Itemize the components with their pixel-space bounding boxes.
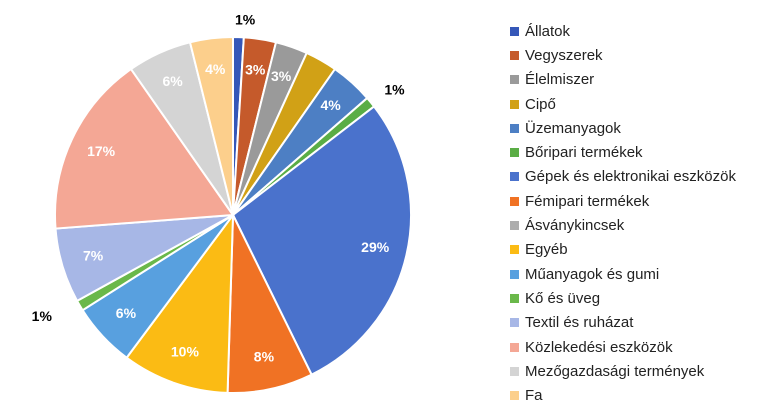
legend-label: Műanyagok és gumi — [525, 265, 660, 283]
slice-label-15: 4% — [205, 61, 226, 77]
legend-label: Közlekedési eszközök — [525, 338, 673, 356]
legend-item: Cipő — [510, 92, 736, 116]
legend-item: Fa — [510, 383, 736, 407]
legend-label: Kő és üveg — [525, 289, 601, 307]
slice-label-1: 3% — [245, 61, 266, 77]
pie-labels: 1% 3% 3% 4% 1% 29% 8% 10% 6% 1% 7% 17% 6% 4% — [32, 11, 405, 364]
legend-label: Fa — [525, 387, 543, 405]
slice-label-12: 7% — [83, 247, 104, 263]
legend-label: Ásványkincsek — [525, 217, 625, 235]
slice-label-6: 29% — [361, 239, 390, 255]
legend-swatch — [510, 196, 519, 206]
pie-slice-9 — [125, 211, 235, 394]
slice-label-2: 3% — [271, 68, 292, 84]
legend-label: Cipő — [525, 95, 556, 113]
legend-swatch — [510, 99, 519, 109]
legend-label: Fémipari termékek — [525, 192, 650, 210]
legend-item: Élelmiszer — [510, 68, 736, 92]
legend-item: Közlekedési eszközök — [510, 335, 736, 359]
legend-item: Vegyszerek — [510, 43, 736, 67]
legend-swatch — [510, 148, 519, 158]
legend-label: Állatok — [525, 22, 571, 40]
slice-label-9: 10% — [171, 344, 200, 360]
legend-item: Bőripari termékek — [510, 140, 736, 164]
legend-label: Textil és ruházat — [525, 314, 634, 332]
legend-swatch — [510, 26, 519, 36]
slice-label-10: 6% — [116, 305, 137, 321]
legend-swatch — [510, 366, 519, 376]
legend-label: Mezőgazdasági termények — [525, 362, 705, 380]
legend-swatch — [510, 75, 519, 85]
legend-swatch — [510, 221, 519, 231]
legend-label: Vegyszerek — [525, 46, 603, 64]
pie-slice-6 — [231, 105, 412, 377]
slice-label-7: 8% — [254, 348, 275, 364]
legend-item: Kő és üveg — [510, 286, 736, 310]
pie-slices — [54, 35, 412, 394]
legend-swatch — [510, 50, 519, 60]
legend-swatch — [510, 123, 519, 133]
legend-label: Élelmiszer — [525, 71, 595, 89]
legend-item: Fémipari termékek — [510, 189, 736, 213]
legend-swatch — [510, 172, 519, 182]
legend-item: Mezőgazdasági termények — [510, 359, 736, 383]
legend-label: Üzemanyagok — [525, 119, 621, 137]
legend-item: Műanyagok és gumi — [510, 262, 736, 286]
legend-swatch — [510, 391, 519, 401]
pie-slice-15 — [188, 35, 234, 216]
legend-label: Bőripari termékek — [525, 144, 643, 162]
legend-swatch — [510, 342, 519, 352]
legend-item: Gépek és elektronikai eszközök — [510, 165, 736, 189]
slice-label-11: 1% — [32, 308, 53, 324]
slice-label-0: 1% — [235, 11, 256, 27]
legend-item: Állatok — [510, 19, 736, 43]
slice-label-5: 1% — [384, 82, 405, 98]
legend: Állatok Vegyszerek Élelmiszer Cipő Üzemanyag… — [510, 19, 736, 408]
slice-label-14: 6% — [162, 73, 183, 89]
legend-swatch — [510, 245, 519, 255]
legend-item: Üzemanyagok — [510, 116, 736, 140]
slice-label-13: 17% — [87, 143, 116, 159]
pie-slice-13 — [54, 67, 235, 230]
legend-swatch — [510, 269, 519, 279]
legend-swatch — [510, 293, 519, 303]
slice-label-4: 4% — [320, 97, 341, 113]
legend-item: Egyéb — [510, 238, 736, 262]
legend-swatch — [510, 318, 519, 328]
legend-label: Egyéb — [525, 241, 568, 259]
legend-item: Ásványkincsek — [510, 213, 736, 237]
legend-item: Textil és ruházat — [510, 311, 736, 335]
legend-label: Gépek és elektronikai eszközök — [525, 168, 736, 186]
